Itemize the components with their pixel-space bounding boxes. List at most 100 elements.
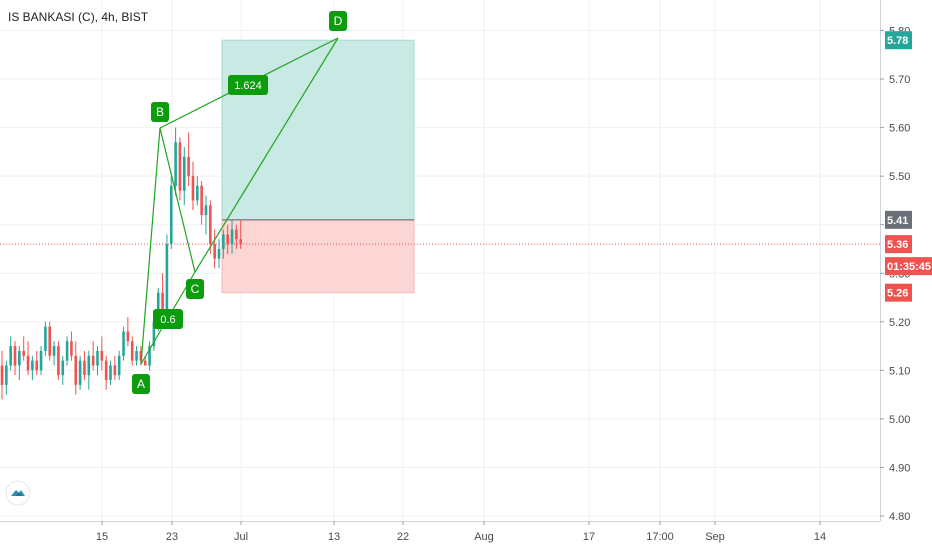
price-tag-text: 5.78: [887, 35, 908, 47]
stop-price-tag: 5.26: [885, 283, 912, 302]
candle: [35, 350, 39, 376]
y-tick-label: 5.70: [889, 74, 910, 86]
candle-body: [13, 346, 17, 366]
candle-body: [152, 321, 156, 347]
x-tick-label: 17: [583, 531, 595, 543]
candle: [39, 346, 43, 376]
candle-body: [87, 355, 91, 376]
candle-body: [135, 350, 138, 361]
candle-body: [230, 229, 234, 245]
countdown-text: 01:35:45: [887, 261, 931, 273]
pattern-point-label: A: [137, 377, 145, 391]
candle: [239, 219, 242, 249]
candle: [174, 127, 177, 196]
target-price-tag: 5.78: [885, 31, 912, 50]
candle: [209, 200, 212, 254]
candle-body: [39, 350, 43, 371]
candle-body: [226, 234, 229, 245]
candle-body: [117, 355, 121, 376]
x-tick-label: 22: [397, 531, 409, 543]
candle: [169, 176, 173, 249]
x-tick-label: Sep: [705, 531, 725, 543]
candle-body: [209, 205, 212, 245]
candle-body: [169, 185, 173, 245]
candle: [178, 137, 182, 201]
y-tick-label: 4.80: [889, 511, 910, 523]
pattern-point-label: B: [156, 105, 164, 119]
price-tag-text: 5.26: [887, 288, 908, 300]
candle-body: [200, 185, 203, 215]
candle: [52, 341, 56, 366]
x-tick-label: Aug: [474, 531, 494, 543]
tradingview-logo-icon[interactable]: [5, 480, 31, 506]
candle: [26, 341, 30, 376]
candle: [61, 355, 65, 385]
candle-body: [187, 156, 190, 177]
candle: [196, 176, 199, 206]
price-tag-text: 5.41: [887, 215, 908, 227]
x-tick-label: 17:00: [646, 531, 674, 543]
x-axis[interactable]: 15 23 Jul 13 22 Aug 17 17:00 Sep 14: [96, 521, 826, 543]
pattern-point-label: C: [191, 282, 200, 296]
abcd-pattern[interactable]: A B C D 0.6 1.624: [132, 11, 347, 394]
chart-title: IS BANKASI (C), 4h, BIST: [8, 10, 149, 24]
candle: [148, 341, 151, 371]
candle-body: [57, 346, 60, 376]
candle: [74, 341, 78, 395]
pattern-leg[interactable]: [194, 37, 339, 273]
pattern-point-d[interactable]: D: [329, 11, 347, 31]
candle-body: [156, 292, 160, 322]
candle-body: [222, 234, 225, 249]
pattern-leg[interactable]: [159, 127, 196, 273]
candle-body: [126, 331, 130, 342]
candle-body: [235, 229, 238, 240]
candle: [204, 195, 208, 235]
ratio-text: 0.6: [160, 314, 175, 326]
candle-body: [91, 355, 95, 366]
candle: [83, 350, 86, 381]
candle: [230, 219, 234, 254]
y-tick-label: 5.00: [889, 414, 910, 426]
candle: [5, 360, 8, 395]
stop-zone[interactable]: [221, 219, 415, 294]
candle-body: [100, 350, 104, 361]
target-zone[interactable]: [221, 39, 415, 221]
candle-body: [83, 360, 86, 376]
candle-body: [122, 331, 125, 356]
candle-body: [204, 205, 208, 215]
candle: [44, 321, 47, 356]
y-tick-label: 5.50: [889, 171, 910, 183]
candle: [191, 161, 195, 211]
grid: [0, 0, 880, 521]
candle-body: [35, 360, 39, 371]
candle-body: [44, 326, 47, 351]
candle: [9, 336, 12, 371]
candle: [31, 355, 34, 381]
candle-body: [74, 355, 78, 385]
countdown-tag: 01:35:45: [885, 257, 932, 276]
candle: [217, 239, 221, 269]
candle-body: [130, 341, 134, 361]
candle-body: [61, 360, 65, 376]
ratio-label[interactable]: 1.624: [228, 75, 268, 95]
candle: [213, 229, 216, 269]
candle: [48, 321, 52, 361]
candle-body: [139, 350, 143, 361]
position-zones[interactable]: [221, 39, 415, 294]
pattern-point-b[interactable]: B: [151, 102, 169, 122]
pattern-leg[interactable]: [140, 127, 161, 365]
candle: [22, 336, 25, 361]
pattern-point-a[interactable]: A: [132, 374, 150, 394]
ratio-text: 1.624: [234, 80, 262, 92]
pattern-point-label: D: [334, 14, 343, 28]
candle-body: [70, 341, 73, 356]
ratio-label[interactable]: 0.6: [153, 309, 183, 329]
candle: [104, 355, 108, 390]
x-tick-label: Jul: [234, 531, 248, 543]
pattern-point-c[interactable]: C: [186, 279, 204, 299]
candle-body: [165, 244, 169, 313]
candle: [135, 346, 138, 366]
price-tag-text: 5.36: [887, 239, 908, 251]
